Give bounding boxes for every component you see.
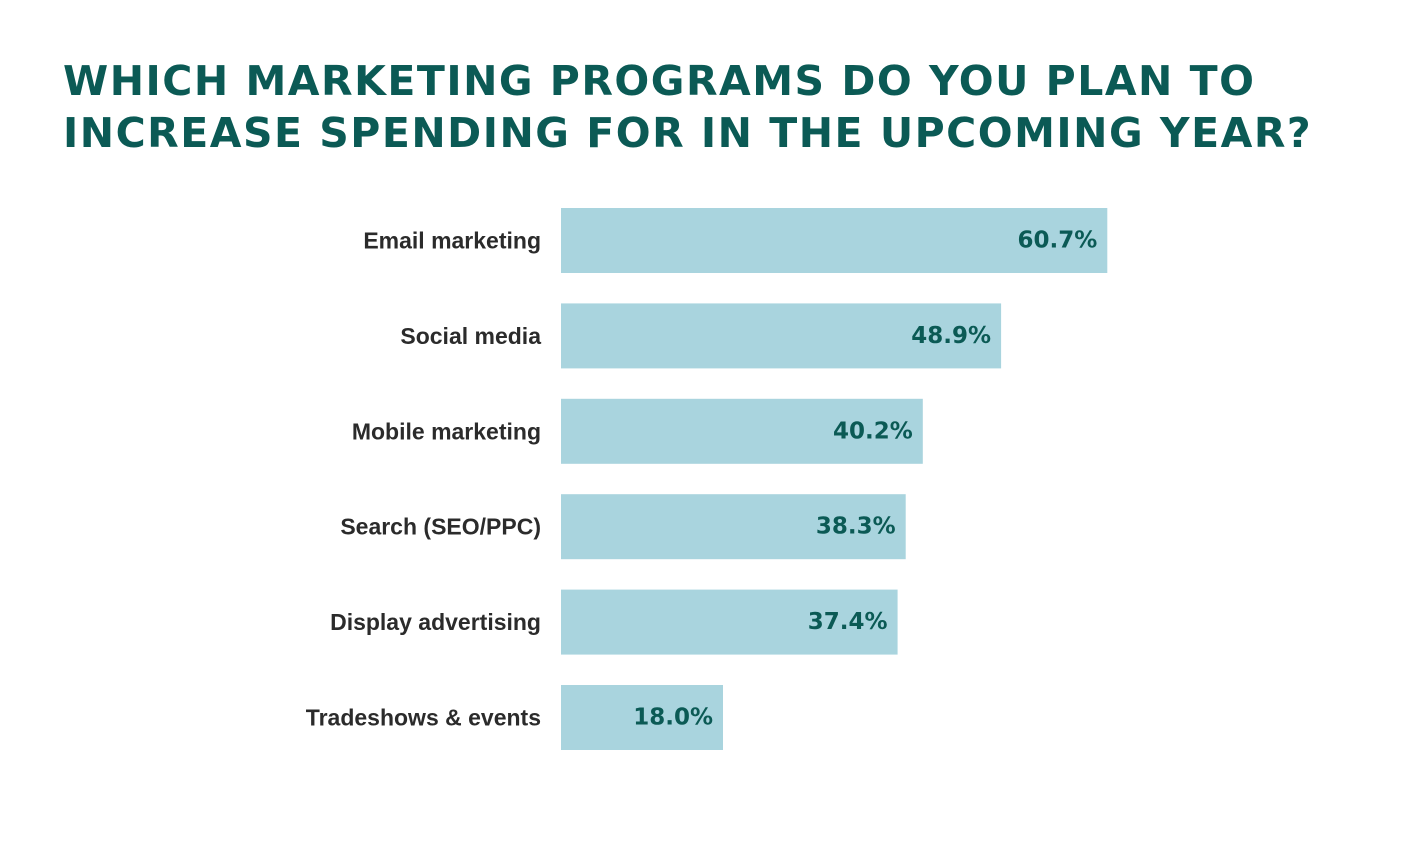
value-label: 40.2% (833, 418, 913, 444)
value-label: 37.4% (808, 609, 888, 635)
bar-row: Display advertising 37.4% (330, 589, 898, 655)
bar-row: Mobile marketing 40.2% (352, 398, 923, 464)
category-label: Social media (400, 323, 541, 349)
bar-row: Email marketing 60.7% (363, 208, 1108, 273)
bar (561, 303, 1002, 369)
value-label: 18.0% (633, 705, 713, 731)
category-label: Mobile marketing (352, 418, 541, 444)
value-label: 38.3% (816, 514, 896, 540)
value-label: 60.7% (1018, 228, 1098, 254)
chart-title: WHICH MARKETING PROGRAMS DO YOU PLAN TO … (63, 57, 1313, 157)
bar (561, 398, 923, 464)
bar (561, 208, 1108, 273)
bar-row: Tradeshows & events 18.0% (306, 685, 723, 750)
bar (561, 494, 906, 560)
bar (561, 685, 723, 750)
category-label: Search (SEO/PPC) (340, 514, 541, 540)
category-label: Display advertising (330, 609, 541, 635)
category-label: Email marketing (363, 228, 541, 254)
bar-row: Social media 48.9% (400, 303, 1002, 369)
bar (561, 589, 898, 655)
category-label: Tradeshows & events (306, 705, 541, 731)
value-label: 48.9% (911, 323, 991, 349)
bar-row: Search (SEO/PPC) 38.3% (340, 494, 906, 560)
